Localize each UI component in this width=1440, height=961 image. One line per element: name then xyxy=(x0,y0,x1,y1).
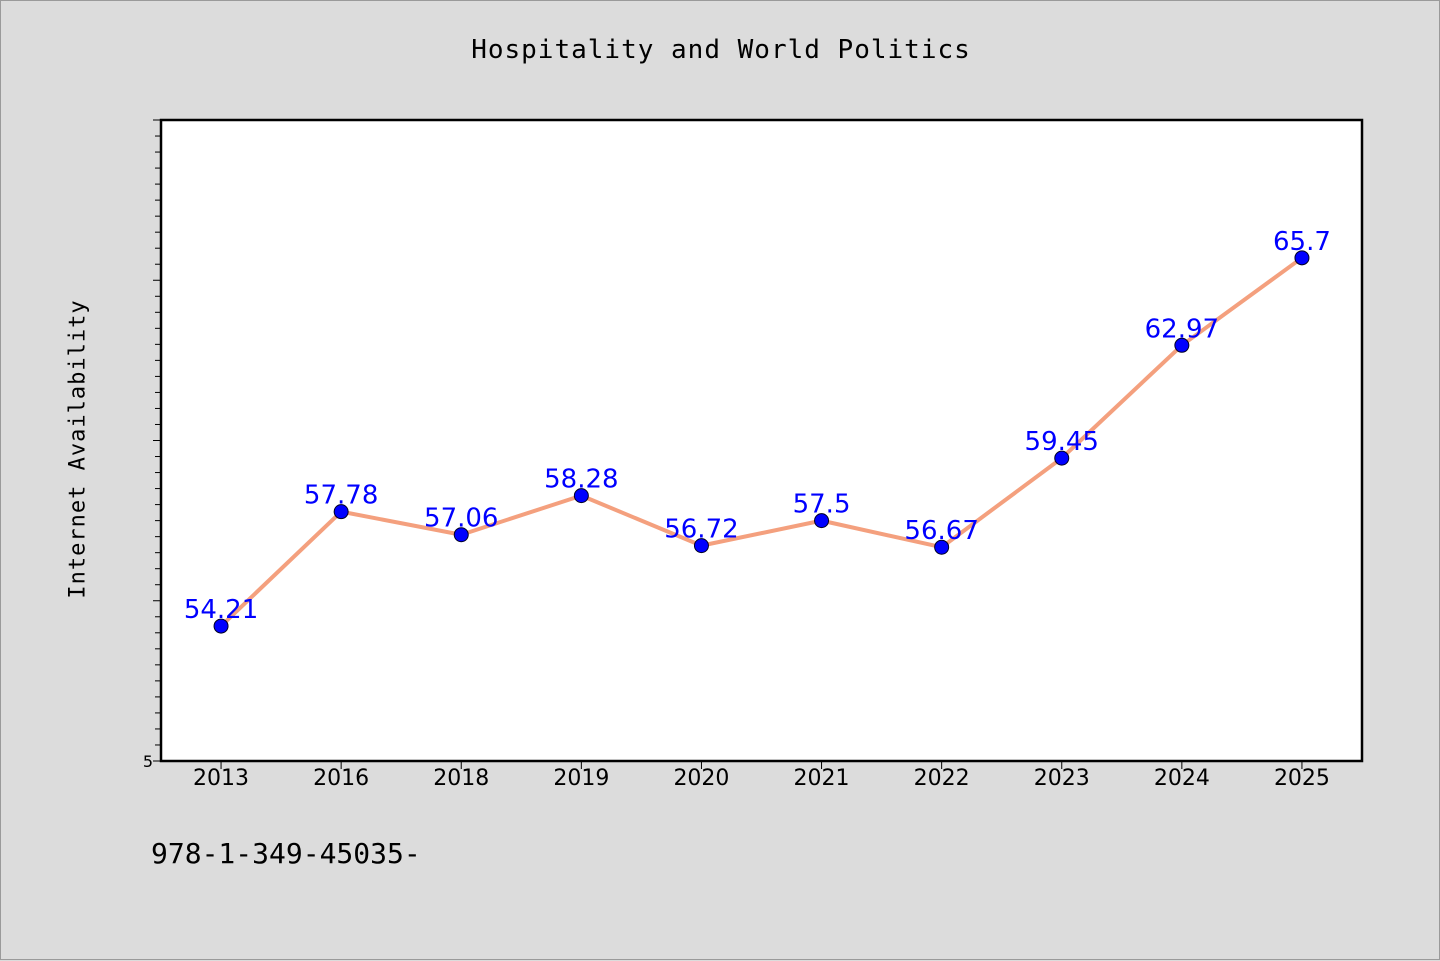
data-point xyxy=(1054,450,1070,466)
x-tick-label: 2016 xyxy=(313,766,369,791)
data-label: 54.21 xyxy=(184,595,258,625)
x-tick-label: 2019 xyxy=(553,766,609,791)
data-label: 62.97 xyxy=(1145,314,1219,344)
plot-background xyxy=(159,118,1364,763)
footer-code: 978-1-349-45035- xyxy=(151,837,421,870)
x-tick-label: 2023 xyxy=(1034,766,1090,791)
x-tick-label: 2021 xyxy=(794,766,850,791)
data-point xyxy=(693,538,709,554)
data-label: 57.5 xyxy=(793,490,851,520)
data-label: 58.28 xyxy=(544,465,618,495)
x-tick-label: 2020 xyxy=(673,766,729,791)
data-label: 56.72 xyxy=(664,515,738,545)
data-point xyxy=(333,504,349,520)
data-point xyxy=(213,618,229,634)
data-label: 56.67 xyxy=(904,516,978,546)
chart-title: Hospitality and World Politics xyxy=(471,35,971,65)
x-tick-label: 2022 xyxy=(914,766,970,791)
data-point xyxy=(573,488,589,504)
x-tick-label: 2013 xyxy=(193,766,249,791)
data-point xyxy=(814,513,830,529)
data-label: 57.06 xyxy=(424,504,498,534)
series-line xyxy=(219,256,1304,628)
data-label: 57.78 xyxy=(304,481,378,511)
y-tick-label: 5 xyxy=(143,752,153,771)
x-tick-label: 2025 xyxy=(1274,766,1330,791)
x-tick-label: 2024 xyxy=(1154,766,1210,791)
data-point xyxy=(1294,250,1310,266)
data-label: 65.7 xyxy=(1273,227,1331,257)
data-point xyxy=(934,539,950,555)
data-point xyxy=(1174,337,1190,353)
x-tick-label: 2018 xyxy=(433,766,489,791)
data-label: 59.45 xyxy=(1025,427,1099,457)
data-point xyxy=(453,527,469,543)
